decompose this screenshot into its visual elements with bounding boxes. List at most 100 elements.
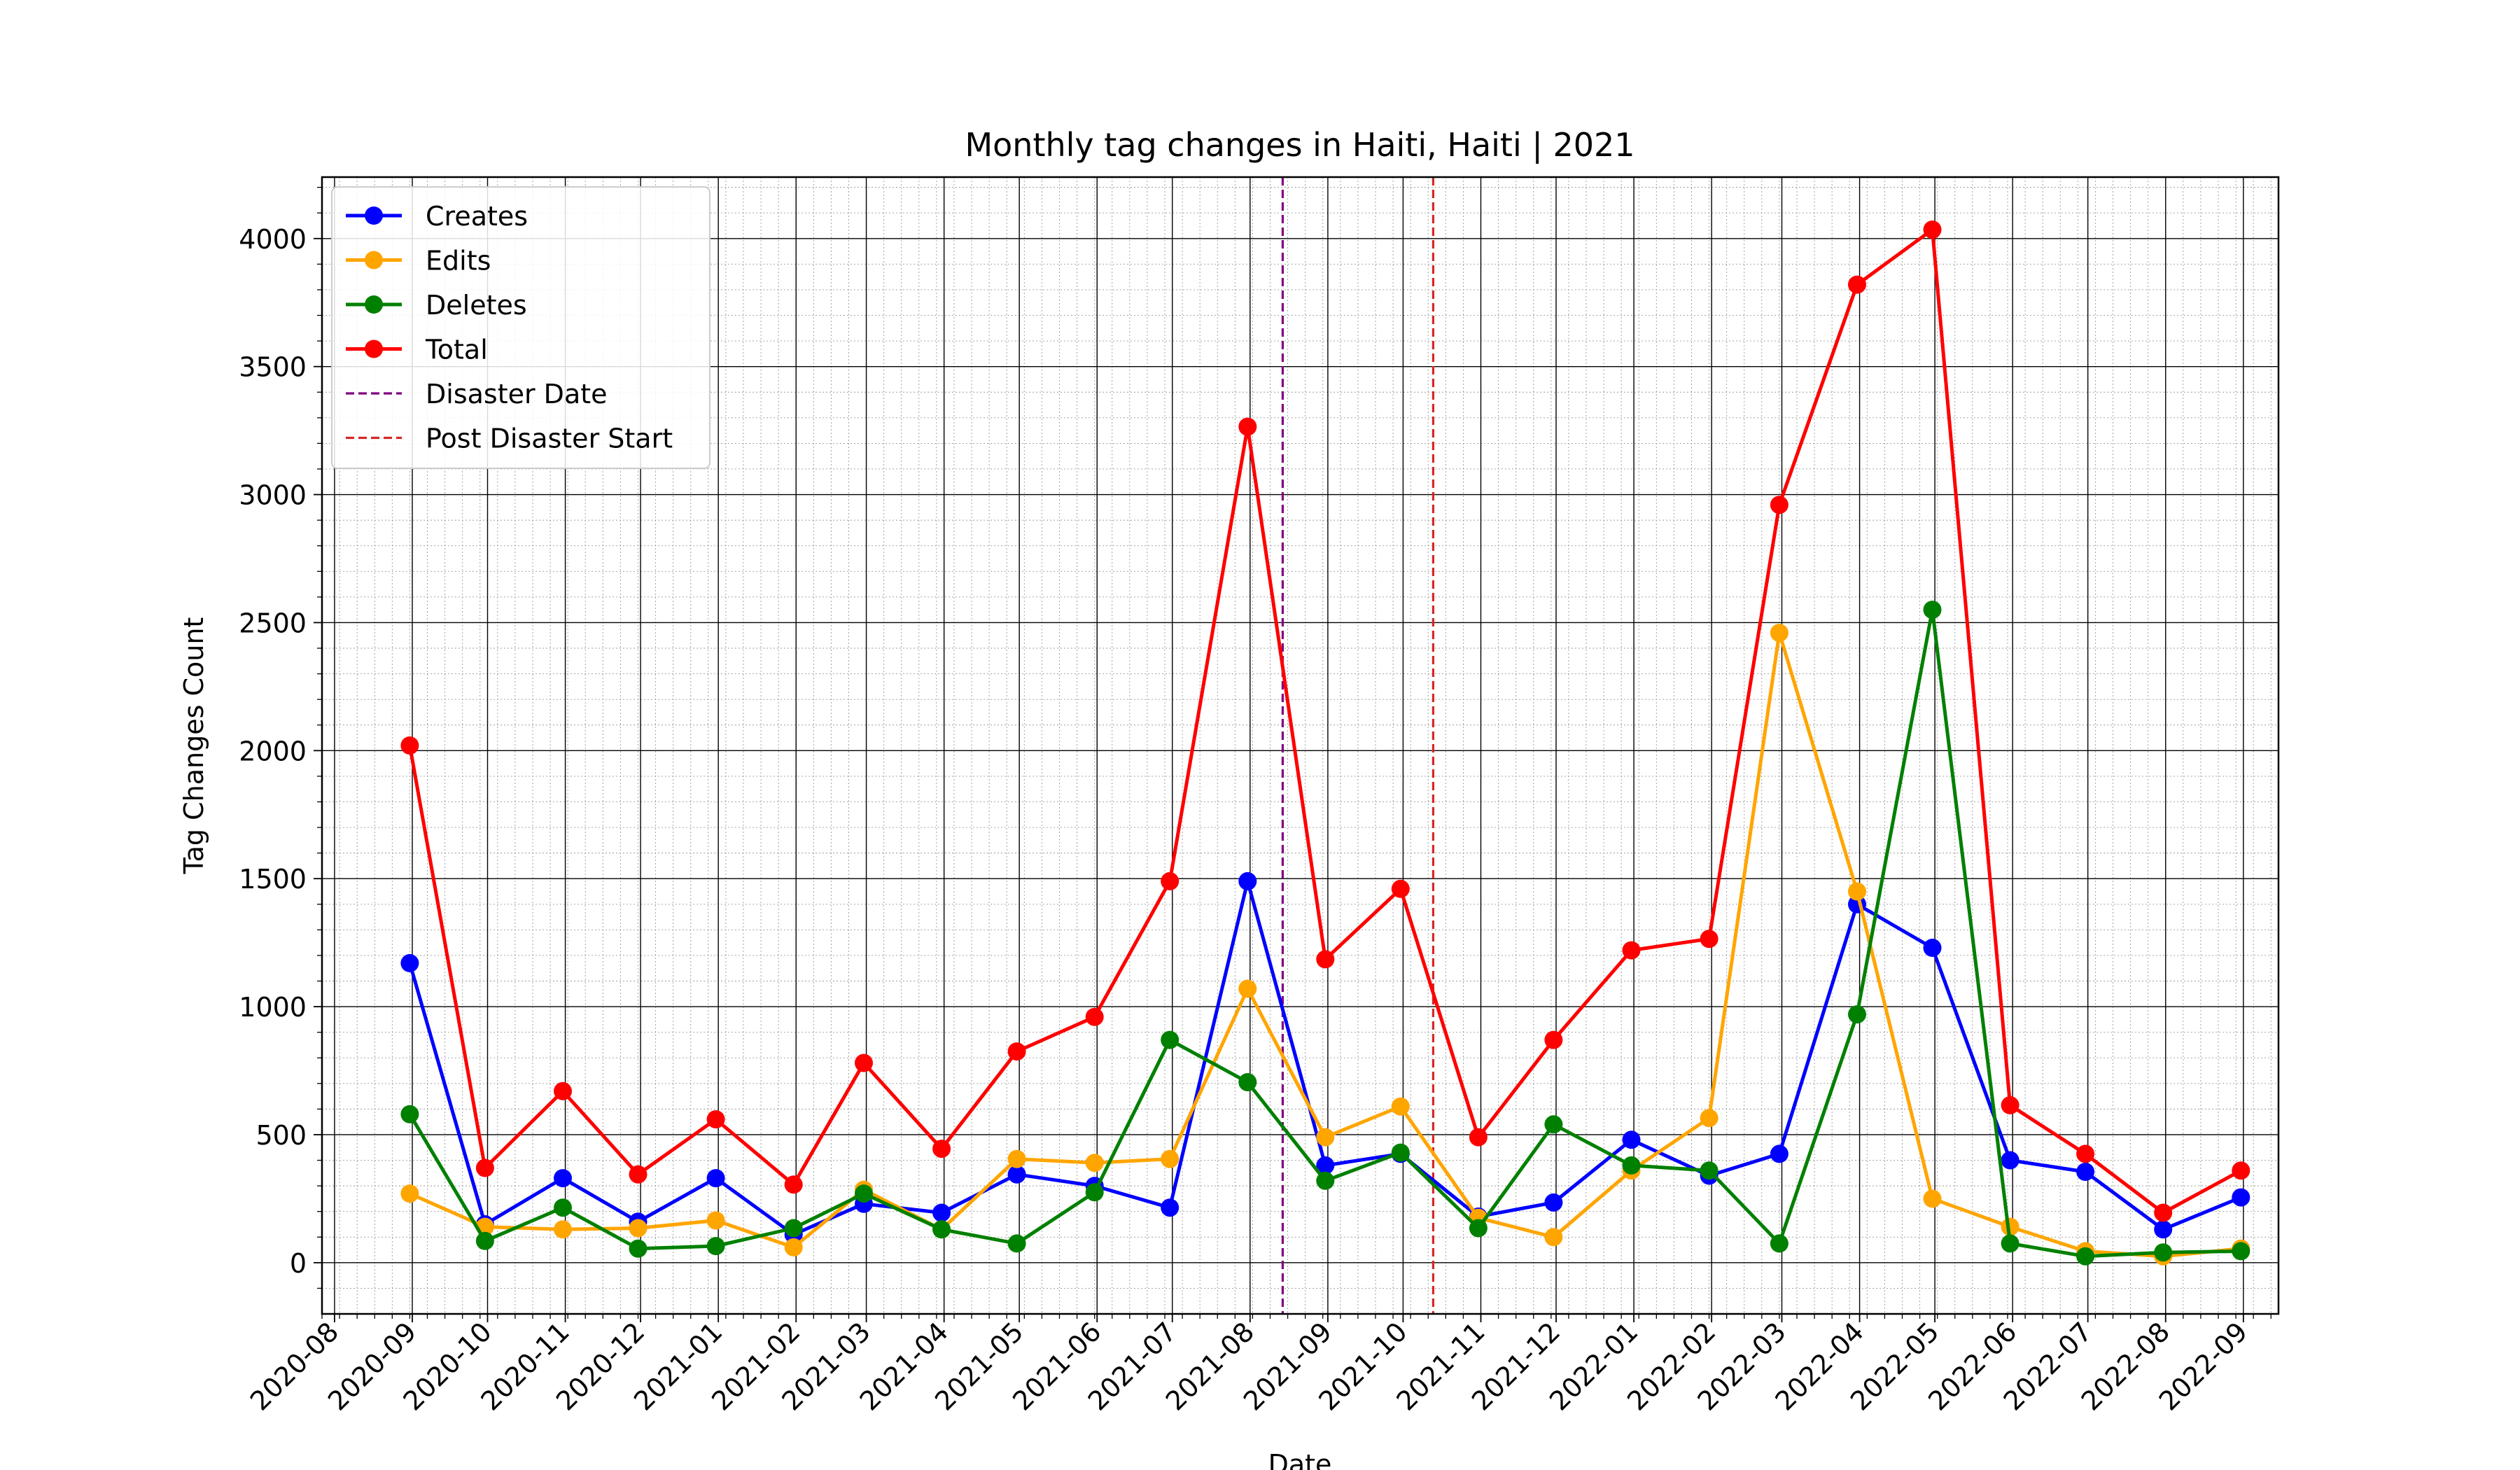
point-deletes (932, 1220, 951, 1239)
point-total (2076, 1144, 2095, 1163)
y-tick-label: 4000 (239, 224, 307, 255)
y-tick-label: 1500 (239, 864, 307, 895)
point-creates (1316, 1156, 1335, 1175)
point-deletes (1316, 1171, 1335, 1190)
point-creates (1923, 939, 1942, 957)
point-deletes (1085, 1183, 1104, 1202)
point-total (2001, 1096, 2019, 1114)
legend-marker-deletes (365, 295, 383, 314)
point-deletes (1161, 1030, 1180, 1049)
point-edits (1238, 979, 1257, 998)
point-total (1085, 1007, 1104, 1026)
point-deletes (475, 1231, 494, 1250)
legend-label: Creates (426, 201, 528, 232)
point-deletes (1770, 1234, 1788, 1253)
point-deletes (2076, 1247, 2095, 1266)
point-edits (1391, 1097, 1410, 1116)
point-creates (400, 953, 419, 972)
y-tick-label: 1000 (239, 992, 307, 1023)
point-deletes (1923, 601, 1942, 620)
point-edits (1848, 882, 1866, 901)
point-edits (1770, 624, 1788, 643)
legend-marker-creates (365, 206, 383, 225)
point-edits (1007, 1149, 1026, 1168)
point-edits (784, 1238, 803, 1256)
point-total (1923, 220, 1942, 239)
point-deletes (1007, 1234, 1026, 1253)
point-deletes (629, 1239, 648, 1258)
point-edits (1544, 1228, 1563, 1247)
point-creates (1622, 1130, 1641, 1149)
point-total (1391, 879, 1410, 898)
y-tick-label: 3500 (239, 352, 307, 383)
legend-label: Edits (426, 246, 491, 276)
point-total (629, 1165, 648, 1184)
legend-marker-edits (365, 251, 383, 270)
point-total (1848, 275, 1866, 294)
point-deletes (855, 1184, 873, 1203)
point-total (400, 736, 419, 755)
legend-marker-total (365, 340, 383, 358)
point-total (1238, 417, 1257, 436)
legend-label: Disaster Date (426, 379, 608, 410)
y-tick-label: 2000 (239, 736, 307, 766)
legend: Creates Edits Deletes Total Disaster Date Pos… (331, 186, 710, 469)
y-tick-label: 0 (290, 1248, 307, 1279)
legend-label: Deletes (426, 290, 527, 321)
legend-label: Post Disaster Start (426, 424, 673, 454)
y-tick-label: 3000 (239, 480, 307, 511)
point-edits (1161, 1149, 1180, 1168)
point-creates (2076, 1163, 2095, 1181)
point-deletes (400, 1105, 419, 1124)
point-total (1007, 1042, 1026, 1061)
point-edits (629, 1219, 648, 1238)
point-total (932, 1140, 951, 1158)
point-edits (1316, 1128, 1335, 1147)
point-total (1700, 930, 1718, 948)
point-deletes (1391, 1143, 1410, 1162)
y-tick-label: 2500 (239, 608, 307, 638)
point-deletes (2232, 1242, 2250, 1261)
point-total (2154, 1203, 2173, 1222)
legend-label: Total (425, 335, 488, 365)
point-total (1622, 941, 1641, 960)
point-total (1316, 950, 1335, 969)
point-total (475, 1158, 494, 1177)
series-lines (400, 220, 2250, 1266)
point-total (1469, 1128, 1488, 1147)
point-deletes (784, 1219, 803, 1238)
point-deletes (1622, 1156, 1641, 1175)
point-creates (1238, 872, 1257, 890)
point-creates (2154, 1220, 2173, 1239)
x-axis-label: Date (1268, 1449, 1332, 1470)
y-tick-label: 500 (255, 1120, 307, 1151)
point-deletes (2001, 1234, 2019, 1253)
point-creates (706, 1169, 725, 1188)
point-edits (2001, 1217, 2019, 1236)
point-total (1770, 496, 1788, 514)
point-total (1161, 872, 1180, 890)
point-edits (1700, 1109, 1718, 1128)
point-edits (554, 1220, 572, 1239)
point-creates (1770, 1144, 1788, 1163)
point-edits (706, 1211, 725, 1230)
point-deletes (706, 1237, 725, 1256)
point-deletes (1544, 1115, 1563, 1134)
plot-frame (321, 176, 2280, 1315)
point-creates (2232, 1188, 2250, 1207)
point-creates (2001, 1151, 2019, 1170)
point-edits (400, 1184, 419, 1203)
point-deletes (1848, 1005, 1866, 1024)
point-deletes (554, 1198, 572, 1217)
point-deletes (1700, 1161, 1718, 1180)
point-deletes (1238, 1073, 1257, 1091)
point-total (1544, 1030, 1563, 1049)
point-edits (1923, 1189, 1942, 1208)
point-total (784, 1175, 803, 1194)
point-total (706, 1110, 725, 1128)
point-creates (1007, 1165, 1026, 1184)
point-deletes (2154, 1243, 2173, 1262)
point-edits (1085, 1154, 1104, 1172)
point-total (2232, 1161, 2250, 1180)
